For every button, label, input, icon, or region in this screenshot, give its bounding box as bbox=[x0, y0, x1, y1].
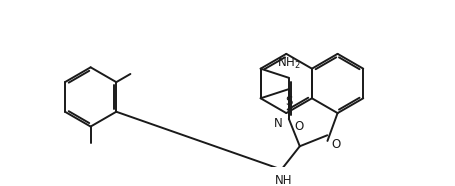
Text: O: O bbox=[331, 138, 340, 151]
Text: NH: NH bbox=[274, 174, 292, 186]
Text: O: O bbox=[294, 121, 303, 134]
Text: NH$_2$: NH$_2$ bbox=[277, 56, 301, 71]
Text: N: N bbox=[274, 117, 283, 130]
Text: S: S bbox=[285, 94, 293, 108]
